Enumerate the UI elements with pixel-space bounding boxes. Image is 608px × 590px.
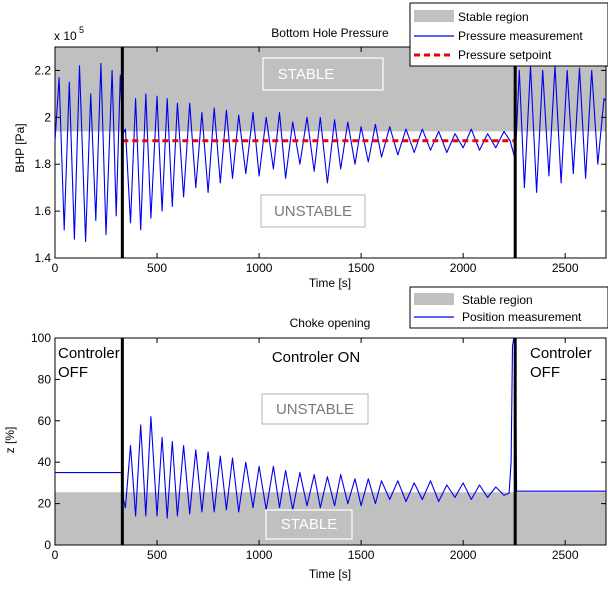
x-tick-label: 1500 [348, 261, 375, 275]
x-tick-label: 1000 [246, 261, 273, 275]
controller-on-label: Controler ON [272, 349, 360, 366]
x-axis-label: Time [s] [309, 276, 351, 290]
chart-title: Choke opening [290, 316, 371, 330]
y-tick-label: 0 [44, 538, 51, 552]
controller-off-left-line2: OFF [58, 364, 88, 381]
x-tick-label: 1500 [348, 548, 375, 562]
stable-annotation: STABLE [281, 516, 337, 533]
stable-annotation: STABLE [278, 66, 334, 83]
legend-stable-label: Stable region [458, 10, 529, 24]
y-axis-label: z [%] [3, 427, 17, 454]
unstable-annotation: UNSTABLE [274, 203, 352, 220]
legend-setpoint-label: Pressure setpoint [458, 48, 552, 62]
choke-chart: 0 500 1000 1500 2000 2500 0 20 40 60 80 100 Choke o… [3, 287, 608, 581]
y-tick-label: 1.4 [34, 251, 51, 265]
legend-stable-swatch [414, 10, 454, 22]
legend-measurement-label: Position measurement [462, 310, 582, 324]
x-tick-label: 500 [147, 261, 167, 275]
x-axis-label: Time [s] [309, 567, 351, 581]
legend-stable-swatch [414, 293, 454, 305]
legend-measurement-label: Pressure measurement [458, 29, 583, 43]
chart-title: Bottom Hole Pressure [271, 26, 389, 40]
legend: Stable region Pressure measurement Press… [410, 3, 608, 66]
y-tick-label: 20 [38, 497, 52, 511]
y-tick-label: 60 [38, 414, 52, 428]
y-tick-label: 2 [44, 110, 51, 124]
legend: Stable region Position measurement [410, 287, 608, 328]
x-tick-label: 2500 [552, 261, 579, 275]
x-tick-label: 2000 [450, 261, 477, 275]
unstable-annotation: UNSTABLE [276, 401, 354, 418]
x-tick-label: 1000 [246, 548, 273, 562]
x-tick-label: 2500 [552, 548, 579, 562]
y-tick-label: 40 [38, 455, 52, 469]
controller-off-right-line1: Controler [530, 345, 592, 362]
y-tick-label: 80 [38, 372, 52, 386]
legend-stable-label: Stable region [462, 293, 533, 307]
pressure-chart: 0 500 1000 1500 2000 2500 1.4 1.6 1.8 2 2.2 Bottom… [13, 3, 608, 290]
controller-off-right-line2: OFF [530, 364, 560, 381]
x-tick-label: 0 [52, 548, 59, 562]
y-tick-label: 2.2 [34, 63, 51, 77]
y-tick-label: 100 [31, 331, 51, 345]
x-tick-label: 500 [147, 548, 167, 562]
y-tick-label: 1.6 [34, 204, 51, 218]
controller-off-left-line1: Controler [58, 345, 120, 362]
x-tick-label: 2000 [450, 548, 477, 562]
y-tick-label: 1.8 [34, 157, 51, 171]
x-tick-label: 0 [52, 261, 59, 275]
y-axis-multiplier-exponent: 5 [79, 25, 84, 35]
y-axis-label: BHP [Pa] [13, 123, 27, 172]
y-axis-multiplier: x 10 [54, 29, 77, 43]
